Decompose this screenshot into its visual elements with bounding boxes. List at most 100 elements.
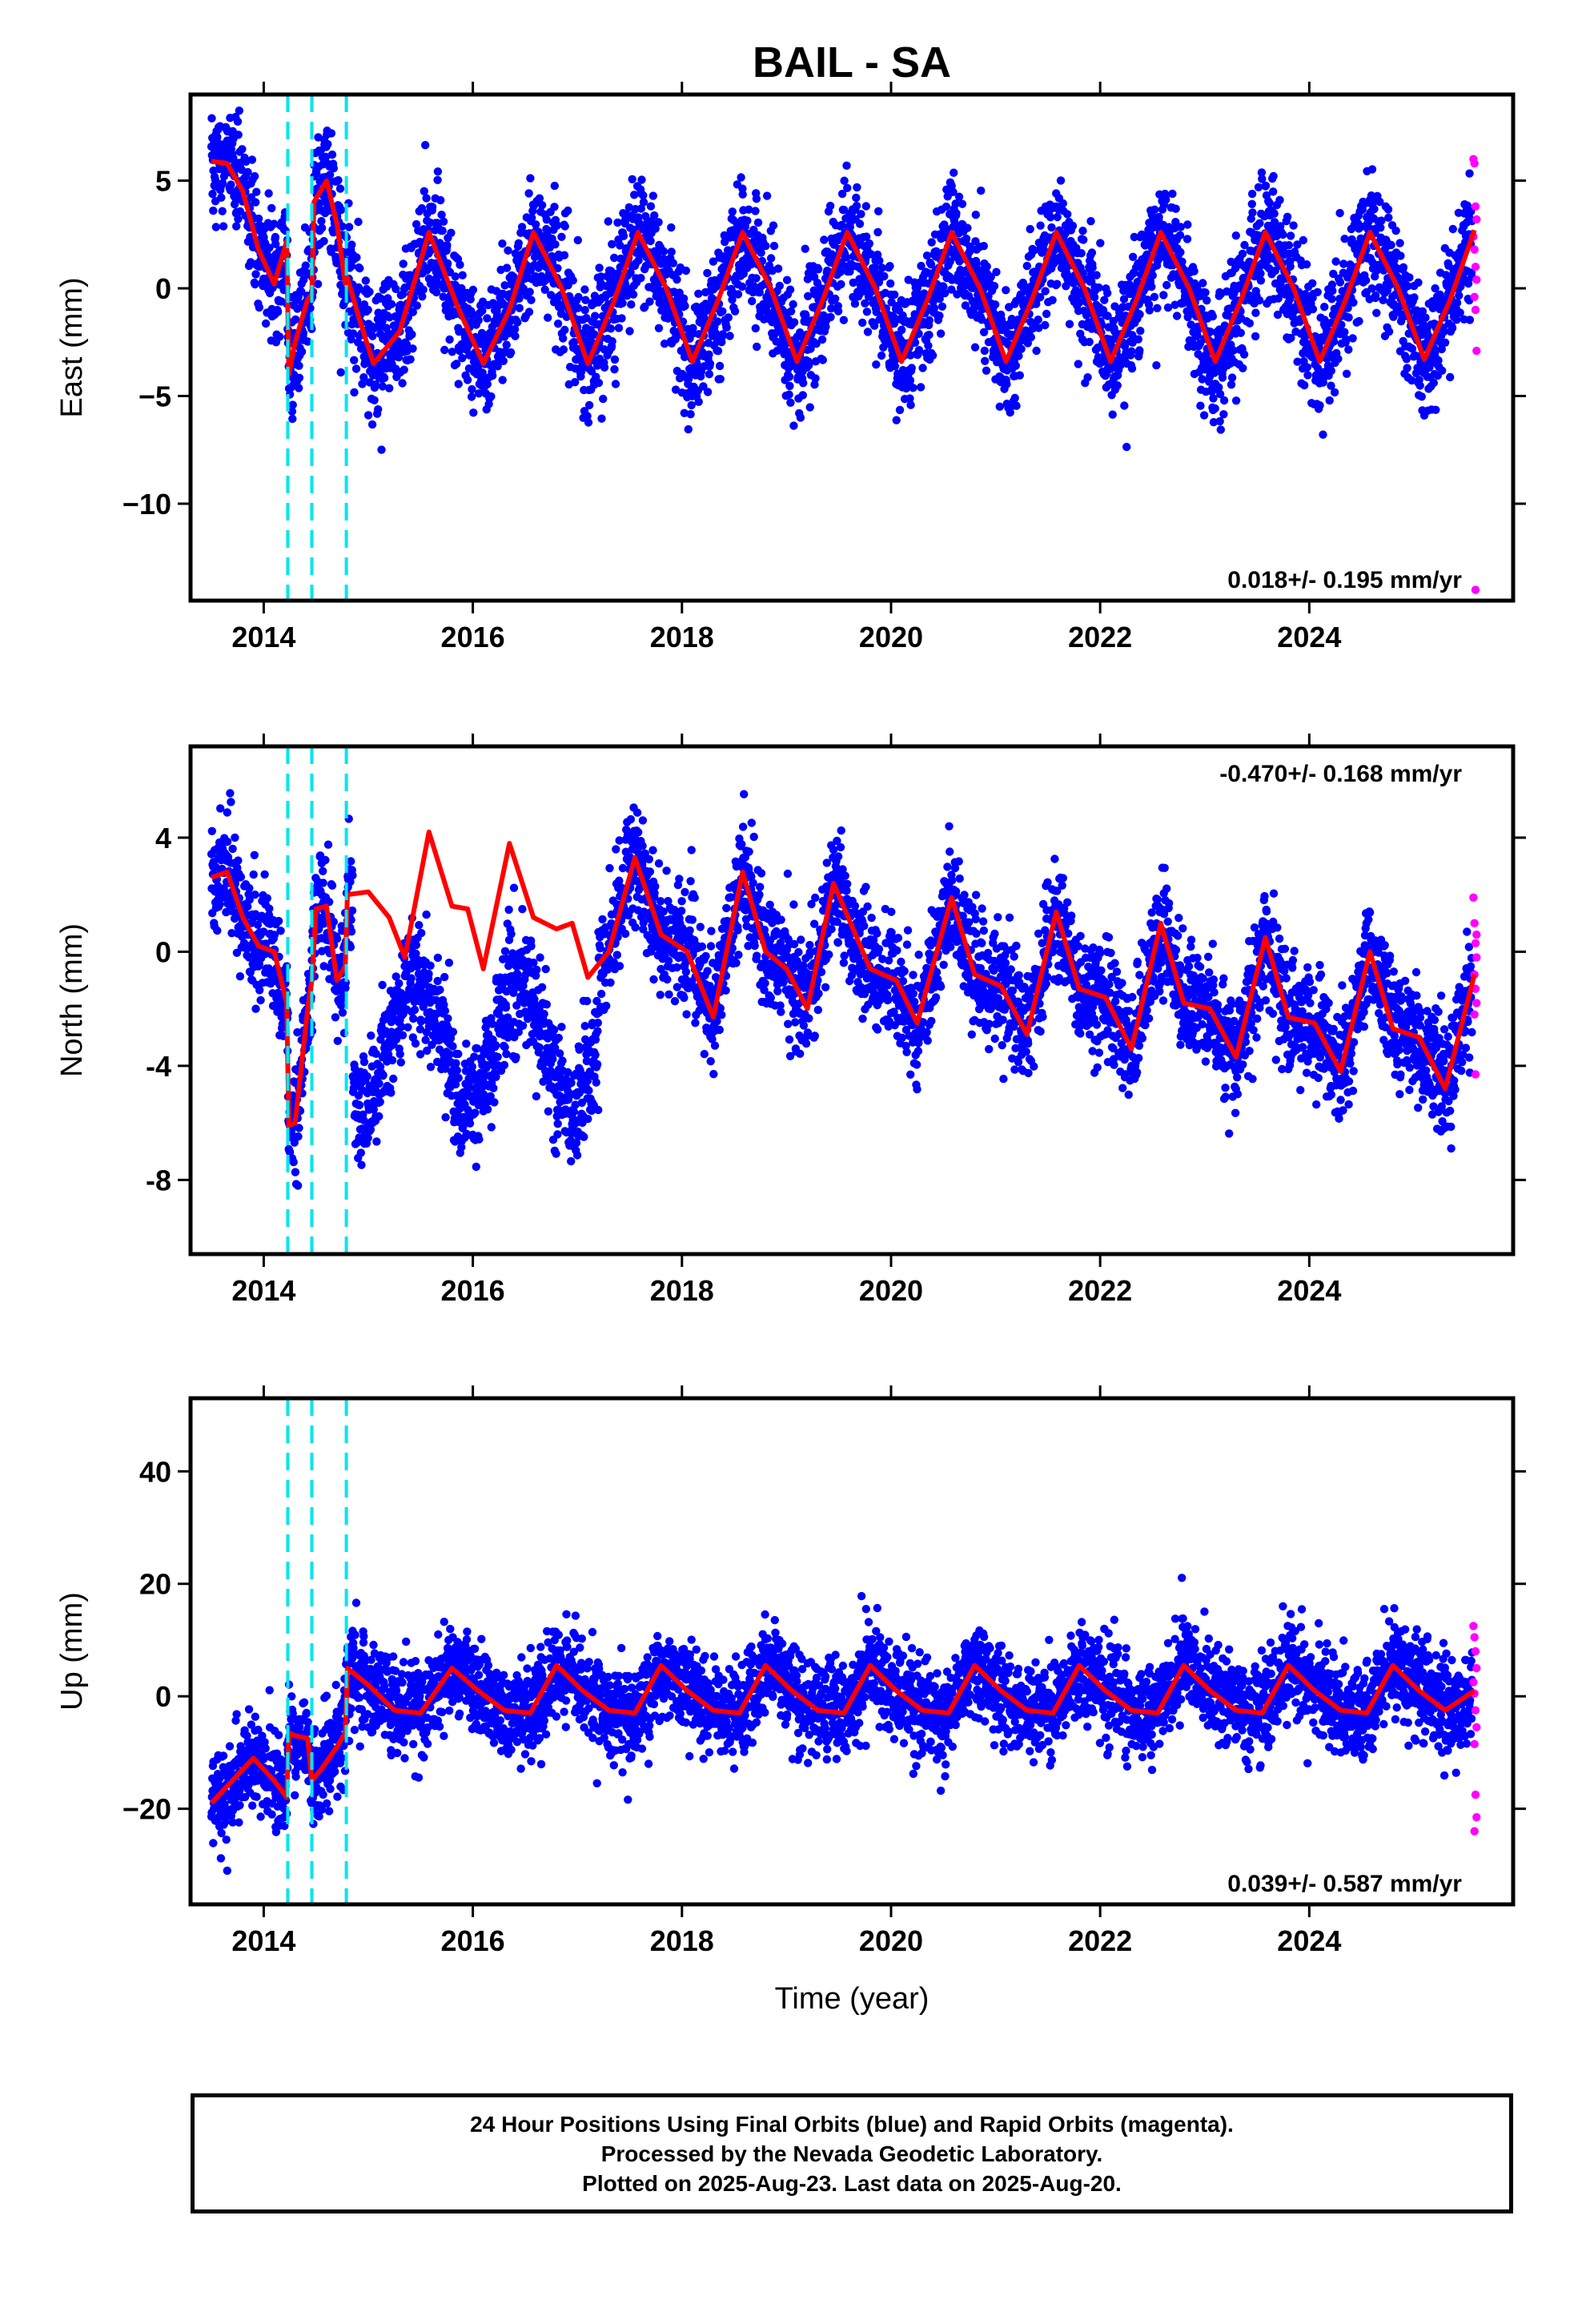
final-orbit-point [234,856,243,865]
final-orbit-point [454,380,463,388]
final-orbit-point [1303,363,1312,372]
final-orbit-point [1034,324,1043,332]
final-orbit-point [1370,204,1379,214]
final-orbit-point [1062,263,1072,271]
final-orbit-point [317,223,327,232]
final-orbit-point [433,175,442,184]
final-orbit-point [863,328,873,336]
final-orbit-point [872,308,881,316]
final-orbit-point [963,223,972,232]
final-orbit-point [219,222,228,231]
final-orbit-point [504,246,512,255]
final-orbit-point [840,206,849,215]
final-orbit-point [1327,381,1335,390]
final-orbit-point [1077,249,1086,258]
final-orbit-point [1431,405,1440,414]
final-orbit-point [440,345,449,355]
final-orbit-point [650,211,659,220]
final-orbit-point [319,879,327,887]
final-orbit-point [568,276,577,285]
final-orbit-point [1342,335,1351,344]
final-orbit-point [346,943,355,951]
final-orbit-point [510,324,520,334]
final-orbit-point [1152,361,1161,370]
final-orbit-point [351,364,361,373]
final-orbit-point [223,837,232,846]
final-orbit-point [880,271,889,281]
final-orbit-point [972,259,981,268]
final-orbit-point [374,405,383,414]
final-orbit-point [618,299,627,308]
final-orbit-point [1150,205,1159,214]
final-orbit-point [243,902,252,911]
final-orbit-point [1286,262,1295,271]
final-orbit-point [1431,283,1439,293]
final-orbit-point [1407,376,1416,385]
final-orbit-point [432,287,441,297]
final-orbit-point [1238,249,1247,259]
final-orbit-point [1148,271,1157,280]
final-orbit-point [498,239,507,248]
final-orbit-point [1058,199,1068,208]
final-orbit-point [519,284,528,293]
final-orbit-point [1429,378,1439,388]
final-orbit-point [1119,295,1129,304]
final-orbit-point [502,340,511,349]
final-orbit-point [870,263,880,271]
final-orbit-point [614,324,624,332]
rapid-orbit-point [1470,245,1479,254]
final-orbit-point [357,1160,366,1169]
final-orbit-point [412,301,421,310]
final-orbit-point [513,318,522,327]
final-orbit-point [645,297,654,306]
final-orbit-point [980,346,990,356]
final-orbit-point [929,297,938,307]
final-orbit-point [502,263,512,272]
final-orbit-point [323,139,332,149]
final-orbit-point [728,296,737,304]
final-orbit-point [890,362,900,371]
final-orbit-point [528,213,536,223]
final-orbit-point [1275,195,1284,204]
final-orbit-point [1344,313,1353,322]
final-orbit-point [687,400,696,410]
final-orbit-point [990,300,1000,309]
final-orbit-point [646,202,656,211]
final-orbit-point [573,235,582,245]
final-orbit-point [1041,320,1050,330]
final-orbit-point [317,216,326,226]
plot-area-east [207,107,1481,594]
final-orbit-point [660,340,669,348]
final-orbit-point [1046,213,1055,222]
final-orbit-point [1012,401,1021,410]
final-orbit-point [448,348,456,356]
final-orbit-point [580,285,589,294]
final-orbit-point [648,191,657,200]
final-orbit-point [587,367,596,376]
final-orbit-point [1147,282,1156,292]
final-orbit-point [1273,310,1283,320]
final-orbit-point [347,857,355,866]
final-orbit-point [590,330,599,339]
final-orbit-point [1214,332,1223,340]
final-orbit-point [812,340,821,348]
final-orbit-point [694,289,703,298]
final-orbit-point [347,240,356,249]
final-orbit-point [1320,316,1329,324]
final-orbit-point [211,223,220,231]
final-orbit-point [215,900,224,909]
final-orbit-point [544,313,552,322]
final-orbit-point [515,304,524,312]
final-orbit-point [265,243,274,252]
final-orbit-point [243,167,252,177]
final-orbit-point [979,328,989,336]
final-orbit-point [1313,287,1322,296]
final-orbit-point [753,218,763,227]
final-orbit-point [332,935,342,943]
final-orbit-point [295,1124,303,1132]
final-orbit-point [542,215,551,224]
final-orbit-point [924,341,933,350]
final-orbit-point [1163,303,1173,312]
